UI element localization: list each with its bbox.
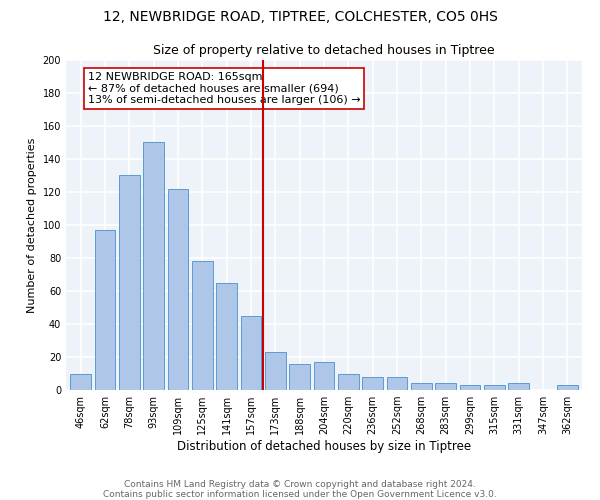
Bar — [216, 283, 237, 390]
Bar — [95, 230, 115, 390]
Bar — [386, 377, 407, 390]
Bar — [484, 385, 505, 390]
Bar — [70, 374, 91, 390]
Bar — [289, 364, 310, 390]
Bar — [314, 362, 334, 390]
Y-axis label: Number of detached properties: Number of detached properties — [27, 138, 37, 312]
Bar — [265, 352, 286, 390]
Text: 12 NEWBRIDGE ROAD: 165sqm
← 87% of detached houses are smaller (694)
13% of semi: 12 NEWBRIDGE ROAD: 165sqm ← 87% of detac… — [88, 72, 361, 104]
Title: Size of property relative to detached houses in Tiptree: Size of property relative to detached ho… — [153, 44, 495, 58]
Bar — [411, 384, 432, 390]
Bar — [460, 385, 481, 390]
Bar — [338, 374, 359, 390]
Bar — [241, 316, 262, 390]
Text: Contains HM Land Registry data © Crown copyright and database right 2024.: Contains HM Land Registry data © Crown c… — [124, 480, 476, 489]
Bar — [508, 384, 529, 390]
Bar — [143, 142, 164, 390]
Bar — [362, 377, 383, 390]
Bar — [557, 385, 578, 390]
Bar — [119, 176, 140, 390]
Bar — [167, 188, 188, 390]
Text: 12, NEWBRIDGE ROAD, TIPTREE, COLCHESTER, CO5 0HS: 12, NEWBRIDGE ROAD, TIPTREE, COLCHESTER,… — [103, 10, 497, 24]
Bar — [436, 384, 456, 390]
Text: Contains public sector information licensed under the Open Government Licence v3: Contains public sector information licen… — [103, 490, 497, 499]
X-axis label: Distribution of detached houses by size in Tiptree: Distribution of detached houses by size … — [177, 440, 471, 453]
Bar — [192, 262, 212, 390]
